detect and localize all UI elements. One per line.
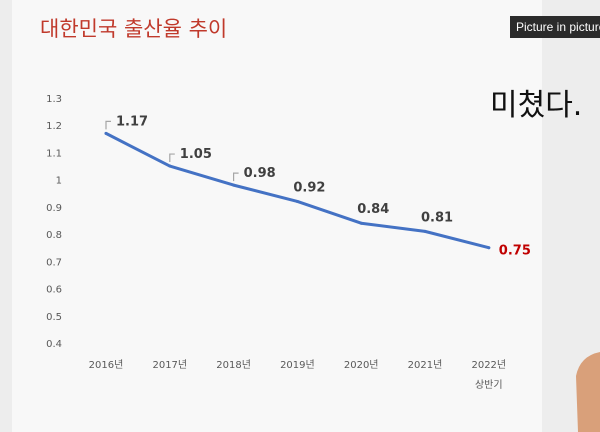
data-point: [423, 229, 427, 233]
data-point: [359, 221, 363, 225]
data-point: [104, 131, 108, 135]
y-tick-label: 0.8: [46, 230, 62, 241]
data-label: 1.17: [116, 114, 148, 129]
data-point: [232, 183, 236, 187]
y-tick-label: 0.9: [46, 203, 62, 214]
data-point: [168, 164, 172, 168]
plot-area: 1.3 1.2 1.1 1 0.9 0.8 0.7 0.6 0.5 0.4 2016년 2017년 20…: [46, 94, 531, 391]
data-label: 0.84: [357, 202, 389, 217]
data-label: 1.05: [180, 147, 212, 162]
picture-in-picture-tooltip: Picture in picture: [510, 16, 600, 38]
x-tick-label: 2018년: [216, 359, 251, 371]
y-tick-label: 1.2: [46, 121, 62, 132]
callout-line: [233, 172, 239, 182]
y-tick-label: 0.6: [46, 285, 62, 296]
x-tick-label: 2020년: [344, 359, 379, 371]
x-tick-label: 2017년: [152, 359, 187, 371]
x-tick-label: 2019년: [280, 359, 315, 371]
y-tick-label: 0.4: [46, 339, 62, 350]
x-tick-label: 2022년 상반기: [471, 359, 506, 391]
y-tick-label: 0.7: [46, 257, 62, 268]
data-label: 0.81: [421, 210, 453, 225]
presenter-hand: [576, 352, 600, 432]
x-tick-label: 2016년: [89, 359, 124, 371]
y-tick-label: 1.3: [46, 94, 62, 105]
callout-line: [169, 153, 175, 163]
y-tick-label: 0.5: [46, 312, 62, 323]
video-caption: 미쳤다.: [490, 88, 582, 123]
callout-line: [105, 120, 111, 130]
data-label: 0.98: [244, 166, 276, 181]
x-tick-label: 2021년: [408, 359, 443, 371]
data-label: 0.75: [499, 244, 531, 259]
y-tick-label: 1: [56, 176, 62, 187]
data-point: [295, 199, 299, 203]
data-label: 0.92: [293, 180, 325, 195]
data-point: [487, 246, 491, 250]
slide-background: [12, 0, 542, 432]
y-tick-label: 1.1: [46, 148, 62, 159]
chart-title: 대한민국 출산율 추이: [40, 17, 227, 41]
